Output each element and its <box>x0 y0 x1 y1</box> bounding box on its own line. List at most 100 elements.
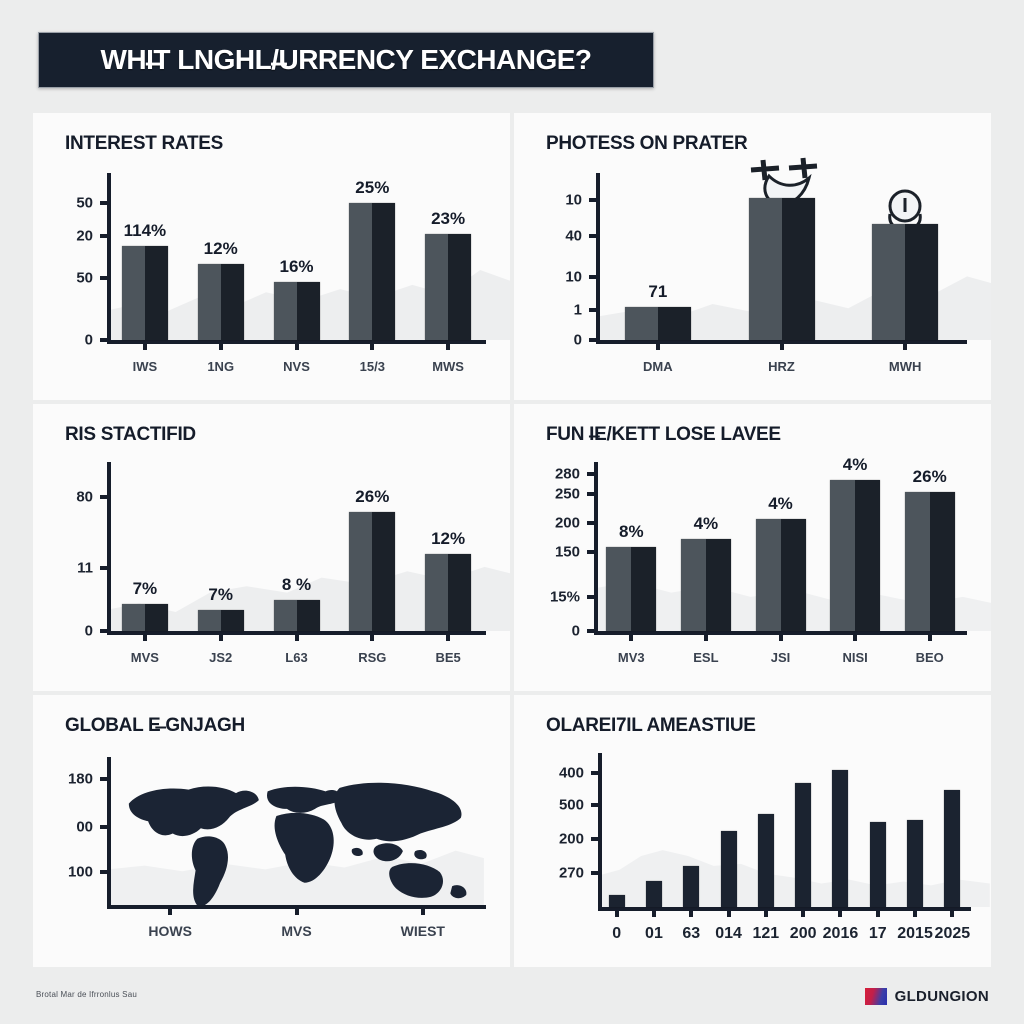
x-axis-tick-label: 01 <box>645 925 663 942</box>
bar-value-label: 4% <box>768 493 793 513</box>
y-axis-tick-label: 270 <box>558 864 584 882</box>
x-axis-tick <box>763 910 768 917</box>
x-axis-tick <box>614 910 619 917</box>
bar <box>872 223 939 340</box>
x-axis-tick-label: MWH <box>888 359 922 374</box>
x-axis-tick-label: JS2 <box>209 650 233 665</box>
x-axis-tick <box>838 910 843 917</box>
x-axis-tick <box>446 343 451 350</box>
x-axis-tick-label: 0 <box>612 925 622 942</box>
x-axis-tick-label: 2016 <box>822 925 859 942</box>
y-axis-tick <box>591 803 600 808</box>
x-axis-tick <box>218 634 223 641</box>
y-axis-tick <box>587 595 596 600</box>
bar-value-label: 4% <box>693 514 719 534</box>
bar-value-label: 114% <box>123 220 167 240</box>
bar <box>748 198 815 340</box>
y-axis-tick-label: 250 <box>554 485 580 503</box>
panel-global-exchange-map: GLOBAL E̶ GNJAGH <box>33 695 510 967</box>
footer-note: Brotal Mar de Ifrronlus Sau <box>36 990 137 999</box>
plot-area-interest-rates: 50 20 50 0 114% 12% 16% 25% 23% IWS 1NG NVS 15/3 MWS <box>76 173 510 374</box>
bar: 26% <box>349 487 396 631</box>
bar-value-label: 26% <box>912 467 947 487</box>
y-axis <box>598 753 602 911</box>
y-axis-tick-label: 0 <box>84 622 93 640</box>
x-axis-tick <box>655 343 660 350</box>
x-axis-tick-label: 63 <box>682 925 701 942</box>
bar: 4% <box>830 455 881 631</box>
bar <box>832 769 849 907</box>
x-axis-tick <box>294 634 299 641</box>
y-axis-tick <box>589 338 598 342</box>
y-axis-tick-label: 50 <box>76 269 93 287</box>
x-axis-tick <box>903 343 908 350</box>
y-axis <box>596 173 600 344</box>
plot-area-ris-stactifid: 80 11 0 7% 7% 8 % 26% 12% MVS JS2 L63 RSG BE5 <box>76 462 510 665</box>
y-axis-tick-label: 150 <box>554 543 580 561</box>
x-axis-tick-label: JSI <box>770 650 791 665</box>
y-axis-tick <box>100 234 109 239</box>
y-axis-tick-label: 15% <box>549 588 580 606</box>
y-axis-tick <box>591 837 600 842</box>
panel-title: RIS STACTIFID <box>65 424 196 445</box>
bar: 4% <box>755 494 806 631</box>
y-axis <box>107 462 111 635</box>
bar: 25% <box>349 178 396 340</box>
bar: 7% <box>197 585 244 631</box>
y-axis <box>594 462 598 635</box>
bar-value-label: 12% <box>431 529 466 549</box>
x-axis-tick <box>801 910 806 917</box>
x-axis-tick-label: MWS <box>432 359 464 374</box>
bar: 8 % <box>273 575 320 631</box>
bar: 12% <box>197 239 244 340</box>
plot-area-fun-kett-lose-lavee: 280 250 200 150 15% 0 8% 4% 4% 4% 26% MV3 ESL JSI NISI… <box>550 455 991 665</box>
plot-area-photess-on-prater: 10 40 10 1 0 71 DMA HRZ MWH <box>565 158 991 374</box>
x-axis-tick-label: 121 <box>752 925 780 942</box>
x-axis-tick <box>778 634 783 641</box>
x-axis-tick <box>689 910 694 917</box>
brand-logo-icon <box>864 988 887 1005</box>
panel-title: FUN I̶E/KETT LOSE LAVEE <box>546 424 781 445</box>
y-axis-tick <box>587 549 596 554</box>
x-axis-tick <box>370 634 375 641</box>
x-axis-tick-label: 15/3 <box>359 359 385 374</box>
bar: 16% <box>273 257 320 340</box>
x-axis <box>107 340 486 344</box>
x-axis-tick-label: 17 <box>868 925 887 942</box>
bar-value-label: 7% <box>208 584 233 604</box>
bar: 114% <box>121 221 168 340</box>
panel-title: PHOTESS ON PRATER <box>546 133 748 154</box>
x-axis-tick <box>703 634 708 641</box>
y-axis-tick-label: 10 <box>565 191 582 209</box>
x-axis <box>594 631 967 635</box>
brand: GLDUNGION <box>864 988 989 1005</box>
x-axis <box>596 340 967 344</box>
x-axis-tick <box>779 343 784 350</box>
x-axis <box>107 631 486 635</box>
y-axis-tick <box>587 629 596 633</box>
x-axis-tick <box>294 908 299 915</box>
page-title: WHI̶T LNGHL/̶URRENCY EXCHANGE? <box>100 44 592 75</box>
y-axis-tick-label: 200 <box>558 830 584 848</box>
y-axis-tick <box>587 492 596 497</box>
bar <box>907 820 924 907</box>
x-axis-tick <box>853 634 858 641</box>
bar <box>645 880 662 907</box>
y-axis-tick <box>589 234 598 239</box>
chart-panel-grid: INTEREST RATES 50 20 50 0 114% 12% 16% 25% 23% IW… <box>33 113 991 973</box>
y-axis-tick <box>100 870 109 875</box>
x-axis-tick-label: 014 <box>715 925 742 942</box>
y-axis-tick-label: 11 <box>77 559 93 577</box>
x-axis-tick-label: 1NG <box>207 359 235 374</box>
y-axis-tick-label: 00 <box>76 818 93 836</box>
y-axis-tick-label: 280 <box>554 465 580 483</box>
x-axis-tick <box>875 910 880 917</box>
x-axis-tick-label: WIEST <box>400 923 445 939</box>
bar-value-label: 71 <box>648 282 668 302</box>
x-axis-tick-label: MVS <box>130 650 159 665</box>
y-axis-tick <box>100 777 109 782</box>
y-axis-tick <box>587 471 596 476</box>
bar-value-label: 4% <box>842 455 868 475</box>
panel-title: GLOBAL E̶ GNJAGH <box>65 715 245 736</box>
x-axis-tick-label: 2025 <box>934 925 971 942</box>
